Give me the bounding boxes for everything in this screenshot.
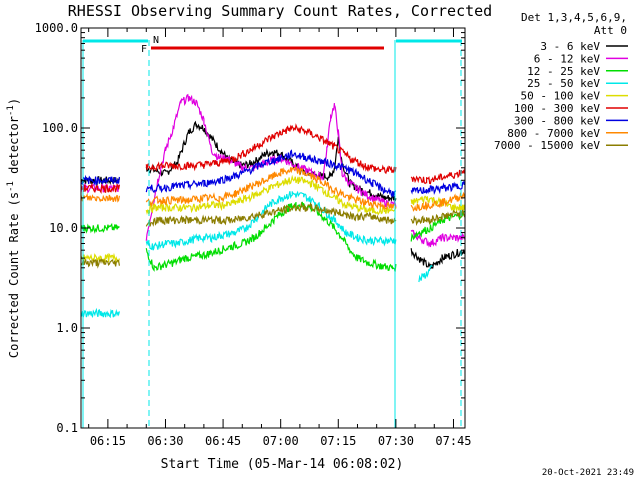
footer-date: 20-Oct-2021 23:49 [542, 468, 634, 478]
x-tick-label: 06:45 [205, 434, 241, 448]
x-tick-label: 06:15 [90, 434, 126, 448]
x-tick-label: 07:00 [263, 434, 299, 448]
series-layer [81, 93, 465, 319]
y-axis-title: Corrected Count Rate (s-1 detector-1) [6, 98, 21, 358]
night-flag-label: N [153, 35, 159, 46]
series-line-3 [81, 190, 433, 319]
x-axis-title: Start Time (05-Mar-14 06:08:02) [161, 457, 404, 472]
x-tick-label: 07:15 [320, 434, 356, 448]
series-line-6 [81, 149, 465, 199]
series-line-2 [81, 201, 465, 272]
legend-label: 100 - 300 keV [514, 102, 600, 115]
legend-header-line1: Det 1,3,4,5,6,9, [521, 11, 627, 24]
y-tick-label: 1.0 [56, 321, 78, 335]
x-tick-label: 07:45 [435, 434, 471, 448]
y-tick-label: 0.1 [56, 421, 78, 435]
series-line-0 [81, 120, 465, 270]
plot-frame [80, 27, 466, 429]
y-tick-label: 1000.0 [35, 21, 78, 35]
x-tick-label: 07:30 [378, 434, 414, 448]
axes-layer: 0.1 1.0 10.0 100.0 1000.0 06:15 06:30 06:45 07:0… [35, 21, 472, 448]
legend-header-line2: Att 0 [594, 24, 627, 37]
legend-label: 800 - 7000 keV [507, 127, 600, 140]
flare-flag-label: F [141, 44, 147, 55]
x-tick-label: 06:30 [147, 434, 183, 448]
legend-label: 300 - 800 keV [514, 114, 600, 127]
chart-title: RHESSI Observing Summary Count Rates, Co… [68, 2, 492, 20]
legend-label: 7000 - 15000 keV [494, 139, 600, 152]
overlay-bars [82, 39, 462, 428]
series-line-5 [81, 123, 465, 195]
series-line-8 [81, 201, 465, 269]
legend-label: 25 - 50 keV [527, 77, 600, 90]
series-line-7 [81, 166, 465, 212]
legend-label: 50 - 100 keV [521, 90, 601, 103]
legend-label: 6 - 12 keV [534, 52, 601, 65]
legend-label: 12 - 25 keV [527, 65, 600, 78]
y-tick-label: 10.0 [49, 221, 78, 235]
series-line-4 [81, 174, 465, 263]
legend-label: 3 - 6 keV [540, 40, 600, 53]
series-line-1 [81, 93, 465, 248]
y-tick-label: 100.0 [42, 121, 78, 135]
